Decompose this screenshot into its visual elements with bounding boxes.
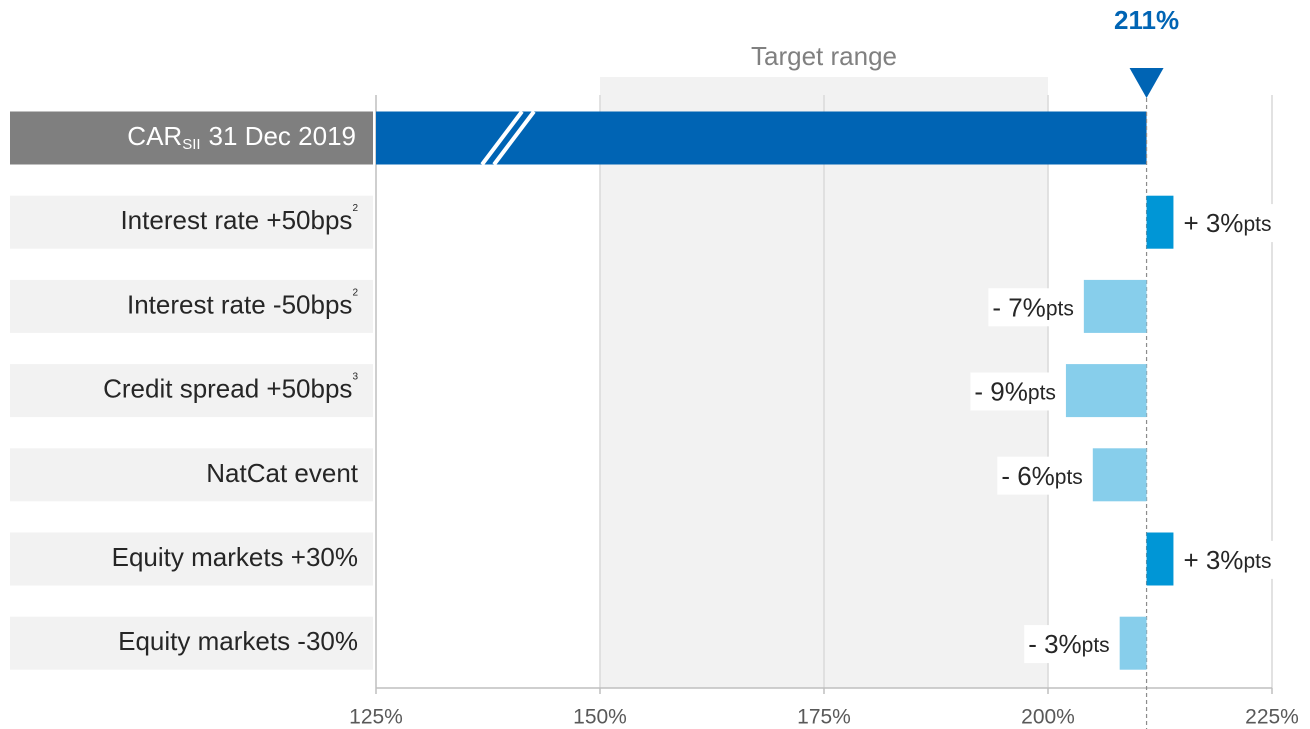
base-label: CARSII 31 Dec 2019	[127, 121, 356, 153]
category-label-text: NatCat event	[206, 458, 359, 488]
bar	[1119, 616, 1147, 670]
value-label-background	[1024, 625, 1114, 664]
value-label-background	[970, 372, 1060, 411]
value-label: - 7%pts	[992, 292, 1073, 322]
value-label-background	[988, 288, 1078, 327]
bar	[1146, 532, 1174, 586]
value-label: - 9%pts	[974, 376, 1055, 406]
value-label: + 3%pts	[1183, 545, 1271, 575]
x-tick-label: 125%	[349, 706, 403, 729]
category-label-text: Credit spread +50bps	[103, 373, 352, 403]
x-tick-label: 225%	[1245, 706, 1299, 729]
category-label: Equity markets +30%	[112, 542, 358, 572]
base-label-box	[10, 111, 373, 165]
base-label-part: CAR	[127, 121, 182, 151]
value-label-number: - 3%	[1028, 629, 1081, 659]
base-value-label: 211%	[1114, 5, 1179, 35]
x-tick-label: 200%	[1021, 706, 1075, 729]
grid-layer: 125% 150% 175% 200% 225%	[349, 95, 1299, 729]
bar	[1083, 279, 1147, 333]
value-label-unit: pts	[1243, 550, 1271, 573]
base-label-part: SII	[182, 136, 200, 153]
category-note: 2	[352, 203, 358, 214]
value-label-unit: pts	[1055, 465, 1083, 488]
category-label: Interest rate -50bps2	[127, 287, 358, 319]
category-label: Credit spread +50bps3	[103, 371, 358, 403]
marks-layer: CARSII 31 Dec 2019 211% Interest rate +50bp…	[10, 5, 1276, 729]
category-label-box	[10, 279, 373, 333]
value-label-background	[997, 456, 1087, 495]
base-bar	[376, 111, 1147, 165]
category-label-text: Equity markets -30%	[118, 626, 358, 656]
value-label-unit: pts	[1028, 381, 1056, 404]
category-label-text: Interest rate -50bps	[127, 289, 352, 319]
category-label-box	[10, 364, 373, 418]
category-label-box	[10, 616, 373, 670]
value-label: + 3%pts	[1183, 208, 1271, 238]
category-label-text: Equity markets +30%	[112, 542, 358, 572]
value-label-unit: pts	[1243, 213, 1271, 236]
bar	[1092, 448, 1147, 502]
category-label: Interest rate +50bps2	[120, 203, 358, 235]
value-label-number: + 3%	[1183, 208, 1243, 238]
base-label-part: 31 Dec 2019	[209, 121, 356, 151]
x-tick-label: 175%	[797, 706, 851, 729]
value-label-unit: pts	[1046, 297, 1074, 320]
value-label: - 6%pts	[1001, 461, 1082, 491]
value-label: - 3%pts	[1028, 629, 1109, 659]
value-label-number: - 7%	[992, 292, 1045, 322]
x-tick-label: 150%	[573, 706, 627, 729]
value-label-number: - 9%	[974, 376, 1027, 406]
category-label-box	[10, 448, 373, 502]
value-label-background	[1179, 204, 1276, 243]
value-label-number: - 6%	[1001, 461, 1054, 491]
base-marker	[1129, 68, 1164, 98]
bar	[1146, 195, 1174, 249]
value-label-unit: pts	[1082, 634, 1110, 657]
category-note: 2	[352, 287, 358, 298]
category-label-text: Interest rate +50bps	[120, 205, 352, 235]
bar	[1065, 364, 1147, 418]
axis-break	[480, 110, 536, 166]
category-label-box	[10, 532, 373, 586]
value-label-background	[1179, 540, 1276, 579]
target-range-label: Target range	[751, 41, 897, 71]
category-label-box	[10, 195, 373, 249]
value-label-number: + 3%	[1183, 545, 1243, 575]
category-label: Equity markets -30%	[118, 626, 358, 656]
category-label: NatCat event	[206, 458, 359, 488]
category-note: 3	[352, 371, 358, 382]
